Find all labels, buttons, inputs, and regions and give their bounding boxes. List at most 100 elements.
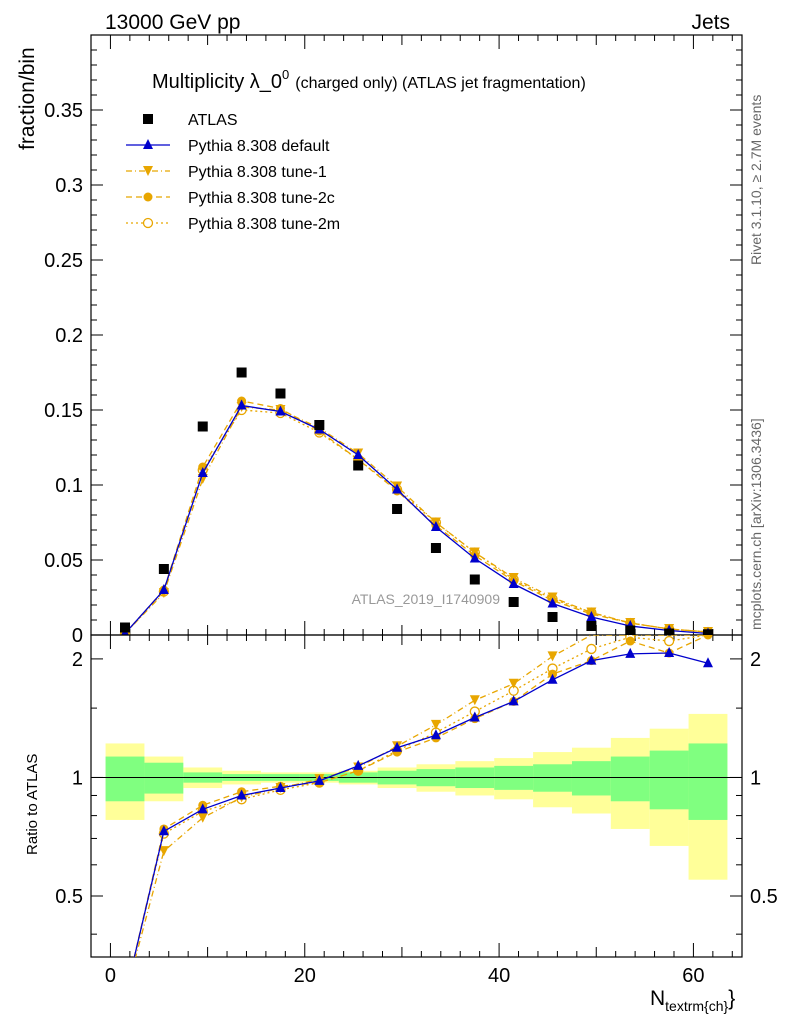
- ratio-tick-label-right: 1: [750, 767, 761, 789]
- ratio-series-point: [392, 741, 403, 752]
- data-point: [392, 504, 403, 514]
- main-plot: 0 0.05 0.1 0.15 0.2 0.25 0.3 0.35: [44, 34, 743, 957]
- y-tick-label: 0: [72, 625, 83, 647]
- ratio-y-axis-label: Ratio to ATLAS: [24, 754, 41, 855]
- y-tick-label: 0.3: [55, 175, 83, 197]
- y-tick-label: 0.15: [44, 400, 83, 422]
- y-tick-label: 0.35: [44, 100, 83, 122]
- data-point: [547, 612, 558, 622]
- ratio-series-line: [133, 652, 709, 957]
- analysis-label: ATLAS_2019_I1740909: [352, 591, 501, 607]
- ratio-series-point: [197, 812, 208, 823]
- ratio-tick-label-right: 0.5: [750, 886, 778, 908]
- ratio-series-point: [586, 643, 597, 655]
- ratio-series-line: [134, 635, 708, 957]
- ratio-series-point: [664, 647, 675, 658]
- side-mcplots-label: mcplots.cern.ch [arXiv:1306.3436]: [748, 418, 764, 630]
- data-point: [353, 460, 364, 471]
- legend-marker: [143, 139, 153, 149]
- series-line: [124, 406, 709, 634]
- data-point: [508, 597, 519, 607]
- ratio-series-point: [703, 635, 713, 640]
- ratio-series-point: [625, 647, 636, 658]
- data-point: [664, 628, 675, 635]
- data-point: [158, 564, 169, 574]
- ratio-series-point: [197, 803, 208, 814]
- ratio-series-group: [133, 635, 713, 957]
- series-point: [392, 483, 403, 494]
- legend-label: Pythia 8.308 tune-2m: [188, 216, 340, 233]
- main-y-axis-label: fraction/bin: [16, 47, 39, 150]
- chart-title-sub: (charged only) (ATLAS jet fragmentation): [295, 75, 586, 92]
- legend-marker: [143, 114, 153, 124]
- x-tick-label: 60: [682, 965, 704, 987]
- data-point: [120, 622, 131, 633]
- series-point: [353, 449, 364, 459]
- legend-label: Pythia 8.308 tune-2c: [188, 190, 335, 207]
- legend: ATLAS Pythia 8.308 default Pythia 8.308 tu…: [126, 112, 340, 233]
- series-point: [275, 405, 286, 416]
- ratio-series-point: [353, 759, 364, 770]
- data-point: [702, 629, 713, 635]
- ratio-band-inner: [688, 743, 728, 820]
- series-point: [430, 521, 441, 531]
- ratio-frame: [90, 634, 743, 958]
- header-left: 13000 GeV pp: [105, 11, 240, 34]
- x-axis-label-main: N: [650, 987, 665, 1010]
- chart-title-sup: 0: [282, 67, 289, 82]
- data-point: [314, 420, 325, 430]
- ratio-series-point: [508, 678, 519, 689]
- data-point: [586, 621, 597, 631]
- ratio-band-inner: [649, 750, 689, 810]
- legend-label: Pythia 8.308 default: [188, 138, 330, 155]
- ratio-band-inner: [144, 762, 184, 794]
- ratio-series-point: [430, 729, 441, 740]
- ratio-series-point: [547, 651, 558, 662]
- ratio-tick-label: 0.5: [55, 886, 83, 908]
- data-point: [625, 625, 636, 635]
- series-point: [469, 552, 480, 563]
- ratio-bands: [105, 713, 728, 880]
- ratio-series-point: [625, 636, 635, 646]
- ratio-band-inner: [610, 756, 650, 802]
- y-tick-label: 0.25: [44, 250, 83, 272]
- ratio-series-point: [547, 673, 558, 684]
- legend-label: ATLAS: [188, 112, 238, 129]
- ratio-band-inner: [533, 764, 572, 792]
- ratio-band-inner: [571, 761, 611, 796]
- main-series-group: [119, 367, 714, 635]
- ratio-band-inner: [105, 756, 145, 802]
- ratio-plot: 0 20 40 60 0.5 0.5 1 1 2 2: [55, 634, 778, 987]
- side-rivet-label: Rivet 3.1.10, ≥ 2.7M events: [748, 95, 764, 265]
- ratio-tick-label-right: 2: [750, 649, 761, 671]
- ratio-series-point: [663, 635, 675, 647]
- series-point: [158, 584, 169, 594]
- y-tick-label: 0.2: [55, 325, 83, 347]
- ratio-tick-label: 2: [72, 649, 83, 671]
- data-point: [469, 574, 480, 585]
- chart-title: Multiplicity λ_00 (charged only) (ATLAS j…: [152, 67, 586, 93]
- series-point: [197, 467, 208, 477]
- data-point: [275, 388, 286, 399]
- ratio-series-point: [158, 825, 169, 836]
- series-point: [547, 597, 558, 608]
- series-line: [124, 404, 709, 635]
- legend-marker: [143, 166, 153, 176]
- y-tick-label: 0.1: [55, 475, 83, 497]
- header-right: Jets: [691, 11, 730, 34]
- legend-label: Pythia 8.308 tune-1: [188, 164, 327, 181]
- ratio-series-point: [586, 654, 597, 665]
- ratio-series-point: [508, 695, 519, 706]
- chart-title-main: Multiplicity λ_0: [152, 71, 282, 93]
- x-axis-label: Ntextrm{ch}}: [650, 987, 735, 1014]
- legend-marker: [142, 217, 154, 229]
- ratio-series-point: [469, 711, 480, 722]
- ratio-series-point: [430, 719, 441, 730]
- x-tick-label: 20: [294, 965, 316, 987]
- data-point: [197, 421, 208, 432]
- legend-marker: [143, 192, 153, 202]
- series-point: [586, 611, 597, 621]
- ratio-series-point: [702, 657, 713, 668]
- series-point: [236, 399, 247, 410]
